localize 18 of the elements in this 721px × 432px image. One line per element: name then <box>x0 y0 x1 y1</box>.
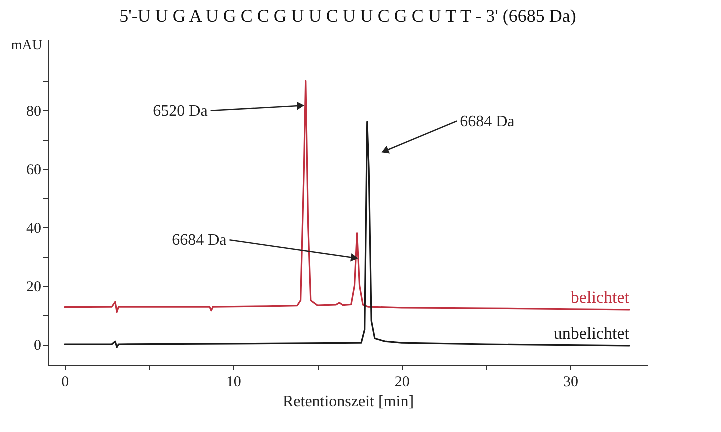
series-label: unbelichtet <box>554 324 630 343</box>
annotation: 6684 Da <box>460 113 515 130</box>
x-tick-label: 20 <box>394 374 410 390</box>
y-tick-label: 0 <box>34 338 42 354</box>
y-tick-label: 60 <box>26 162 42 178</box>
x-tick-label: 10 <box>226 374 242 390</box>
y-tick-label: 40 <box>26 220 42 237</box>
x-tick-label: 30 <box>563 374 578 390</box>
y-axis-title: mAU <box>11 38 42 54</box>
annotation: 6684 Da <box>172 232 227 250</box>
series-label: belichtet <box>570 288 630 307</box>
line-series <box>64 80 630 314</box>
x-axis-title: Retentionszeit [min] <box>282 394 414 410</box>
annotation: 6520 Da <box>153 102 208 120</box>
y-tick-label: 20 <box>26 279 42 296</box>
chart-title: 5'-U U G A U G C C G U U C U U C G C U T T - 3' (6685 Da) <box>120 6 576 26</box>
x-tick-label: 0 <box>62 374 70 390</box>
y-tick-label: 80 <box>26 104 42 120</box>
